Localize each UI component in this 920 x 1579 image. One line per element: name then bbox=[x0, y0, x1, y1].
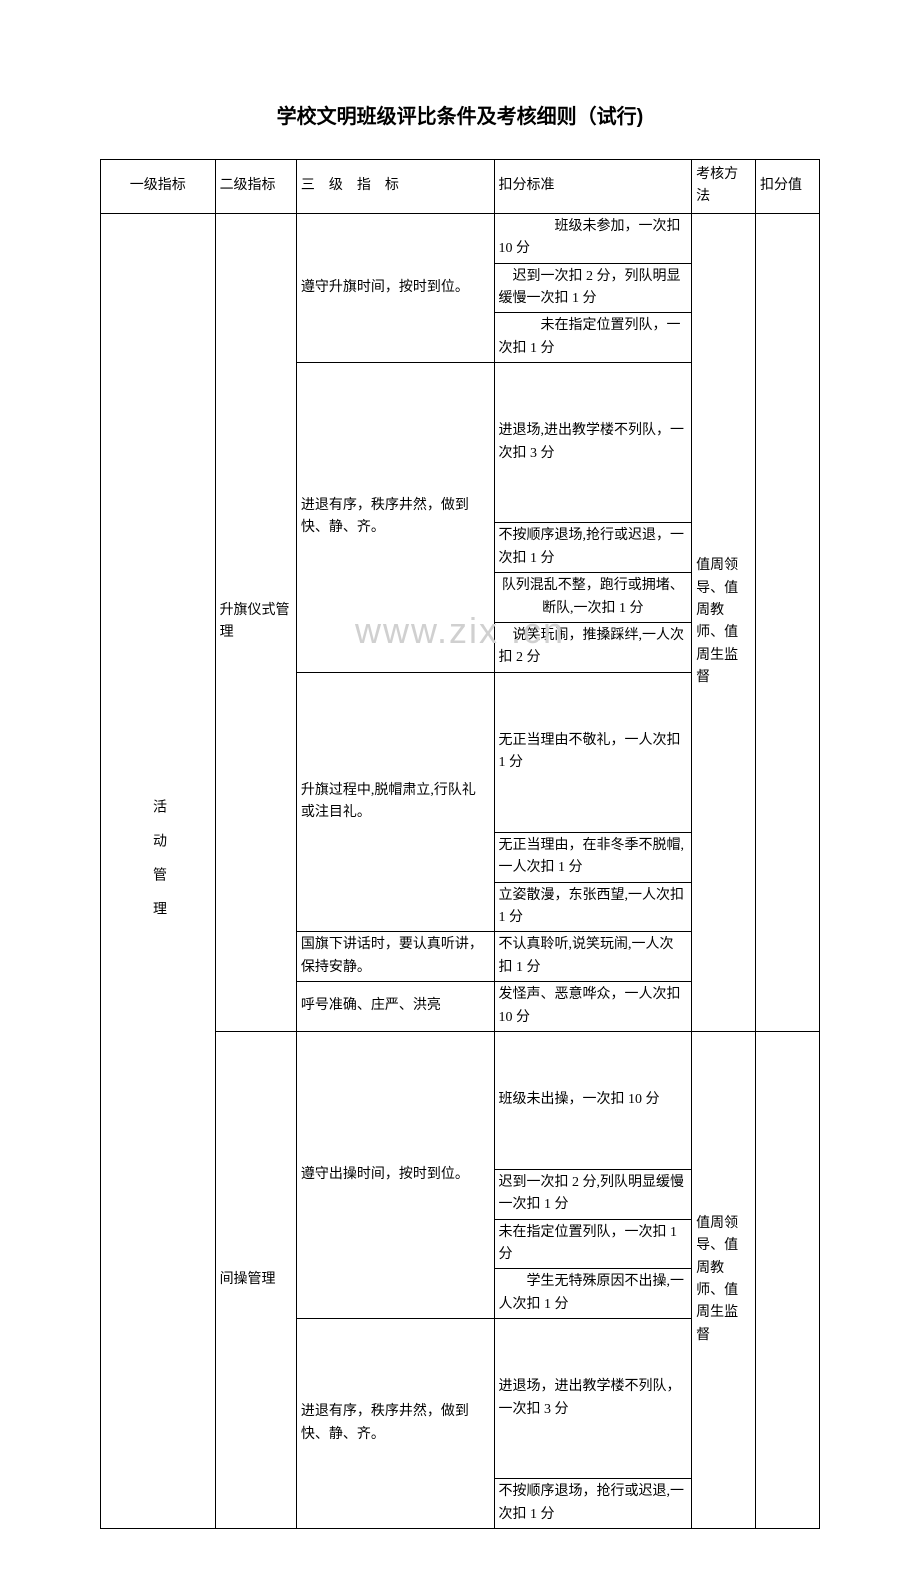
level1-text: 活动管理 bbox=[147, 216, 169, 1518]
criteria-cell: 无正当理由，在非冬季不脱帽,一人次扣 1 分 bbox=[494, 832, 692, 882]
criteria-cell: 迟到一次扣 2 分,列队明显缓慢一次扣 1 分 bbox=[494, 1169, 692, 1219]
criteria-cell: 未在指定位置列队，一次扣 1 分 bbox=[494, 313, 692, 363]
criteria-cell: 班级未参加，一次扣 10 分 bbox=[494, 213, 692, 263]
page-title: 学校文明班级评比条件及考核细则（试行) bbox=[100, 100, 820, 129]
criteria-cell: 学生无特殊原因不出操,一人次扣 1 分 bbox=[494, 1269, 692, 1319]
criteria-cell: 不认真聆听,说笑玩闹,一人次扣 1 分 bbox=[494, 932, 692, 982]
level3-cell: 国旗下讲话时，要认真听讲，保持安静。 bbox=[296, 932, 494, 982]
criteria-cell: 未在指定位置列队，一次扣 1 分 bbox=[494, 1219, 692, 1269]
criteria-cell: 无正当理由不敬礼，一人次扣 1 分 bbox=[494, 672, 692, 832]
method-cell: 值周领导、值周教师、值周生监督 bbox=[692, 1032, 756, 1529]
criteria-cell: 迟到一次扣 2 分，列队明显缓慢一次扣 1 分 bbox=[494, 263, 692, 313]
level3-cell: 升旗过程中,脱帽肃立,行队礼或注目礼。 bbox=[296, 672, 494, 932]
criteria-cell: 进退场，进出教学楼不列队，一次扣 3 分 bbox=[494, 1319, 692, 1479]
criteria-cell: 说笑玩闹，推搡踩绊,一人次扣 2 分 bbox=[494, 622, 692, 672]
level3-cell: 遵守升旗时间，按时到位。 bbox=[296, 213, 494, 362]
table-header-row: 一级指标 二级指标 三 级 指 标 扣分标准 考核方法 扣分值 bbox=[101, 160, 820, 214]
criteria-cell: 不按顺序退场，抢行或迟退,一次扣 1 分 bbox=[494, 1479, 692, 1529]
header-score: 扣分值 bbox=[756, 160, 820, 214]
criteria-cell: 进退场,进出教学楼不列队，一次扣 3 分 bbox=[494, 363, 692, 523]
table-row: 活动管理 升旗仪式管理 遵守升旗时间，按时到位。 班级未参加，一次扣 10 分 … bbox=[101, 213, 820, 263]
level3-cell: 进退有序，秩序井然，做到快、静、齐。 bbox=[296, 363, 494, 673]
method-cell: 值周领导、值周教师、值周生监督 bbox=[692, 213, 756, 1031]
criteria-cell: 队列混乱不整，跑行或拥堵、断队,一次扣 1 分 bbox=[494, 573, 692, 623]
criteria-cell: 不按顺序退场,抢行或迟退，一次扣 1 分 bbox=[494, 523, 692, 573]
header-method: 考核方法 bbox=[692, 160, 756, 214]
score-cell bbox=[756, 1032, 820, 1529]
level3-cell: 进退有序，秩序井然，做到快、静、齐。 bbox=[296, 1319, 494, 1529]
level1-cell: 活动管理 bbox=[101, 213, 216, 1528]
header-level1: 一级指标 bbox=[101, 160, 216, 214]
score-cell bbox=[756, 213, 820, 1031]
level3-cell: 遵守出操时间，按时到位。 bbox=[296, 1032, 494, 1319]
header-criteria: 扣分标准 bbox=[494, 160, 692, 214]
header-level3: 三 级 指 标 bbox=[296, 160, 494, 214]
level3-cell: 呼号准确、庄严、洪亮 bbox=[296, 982, 494, 1032]
level2-cell: 升旗仪式管理 bbox=[215, 213, 296, 1031]
header-level2: 二级指标 bbox=[215, 160, 296, 214]
criteria-cell: 发怪声、恶意哗众，一人次扣 10 分 bbox=[494, 982, 692, 1032]
criteria-cell: 立姿散漫，东张西望,一人次扣 1 分 bbox=[494, 882, 692, 932]
criteria-cell: 班级未出操，一次扣 10 分 bbox=[494, 1032, 692, 1170]
assessment-table: 一级指标 二级指标 三 级 指 标 扣分标准 考核方法 扣分值 活动管理 升旗仪… bbox=[100, 159, 820, 1529]
level2-cell: 间操管理 bbox=[215, 1032, 296, 1529]
